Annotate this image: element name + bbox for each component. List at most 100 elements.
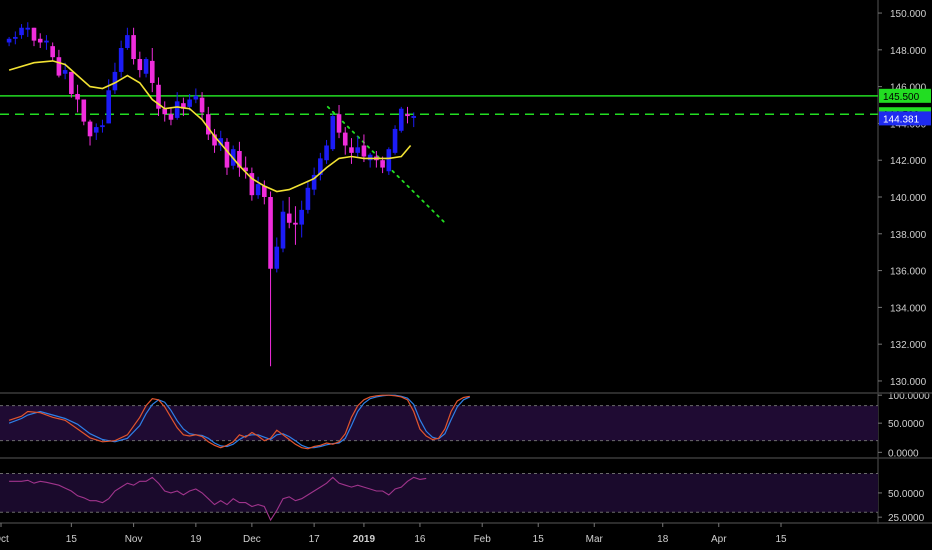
candle-body (206, 114, 211, 135)
candle-body (280, 211, 286, 249)
candle-body (262, 185, 267, 197)
candle-body (143, 59, 149, 74)
candle-body (336, 114, 342, 133)
moving-average (8, 60, 412, 193)
candle-body (125, 35, 130, 48)
time-tick-label: 18 (657, 534, 669, 545)
trendline (326, 105, 446, 224)
candle-body (349, 147, 354, 153)
candle-body (212, 134, 217, 146)
candle-body (380, 160, 385, 168)
candle-body (149, 60, 155, 83)
candle-body (75, 93, 80, 100)
candle-body (355, 147, 360, 153)
stochastic-band (0, 405, 878, 442)
price-tick-label: 132.000 (890, 340, 927, 351)
stochastic-tick-label: 100.0000 (888, 391, 930, 402)
candle-body (81, 99, 87, 122)
stochastic-k-line (8, 394, 470, 450)
time-tick-label: 16 (414, 534, 426, 545)
time-tick-label: Feb (474, 534, 492, 545)
candles (6, 22, 417, 367)
stochastic-tick-label: 0.0000 (888, 448, 919, 459)
candle-body (299, 209, 304, 225)
rsi-band-fill (0, 473, 878, 513)
candle-body (162, 108, 168, 115)
candle-body (100, 125, 105, 128)
candle-body (330, 116, 336, 150)
time-tick-label: 2019 (353, 534, 376, 545)
candle-body (93, 127, 99, 133)
last-price-badge (879, 111, 931, 126)
candle-body (392, 128, 398, 153)
stochastic-lines (8, 394, 471, 450)
price-tick-label: 138.000 (890, 230, 927, 241)
price-tick-label: 150.000 (890, 9, 927, 20)
candle-body (255, 184, 261, 196)
price-tick-label: 142.000 (890, 156, 927, 167)
rsi-pane[interactable]: 50.0000 25.0000 (0, 473, 925, 525)
candle-body (274, 246, 280, 269)
candle-body (87, 121, 93, 137)
candle-body (293, 222, 298, 225)
candle-body (118, 47, 124, 72)
rsi-line-path (9, 476, 427, 522)
candle-body (218, 138, 224, 146)
candle-body (156, 84, 161, 109)
candle-body (237, 151, 242, 168)
candle-body (249, 173, 255, 196)
candle-body (268, 197, 273, 269)
level-badge-label: 145.500 (883, 92, 920, 103)
rsi-tick-label: 25.0000 (888, 513, 925, 524)
candle-body (386, 149, 392, 172)
time-tick-label: 15 (66, 534, 78, 545)
stochastic-d-line (8, 394, 471, 449)
moving-average-line (8, 60, 412, 193)
candle-body (37, 38, 43, 43)
time-tick-label: Nov (125, 534, 143, 545)
candle-body (181, 103, 186, 109)
stochastic-tick-label: 50.0000 (888, 419, 925, 430)
stochastic-pane[interactable]: 100.0000 50.0000 0.0000 (0, 391, 930, 459)
candle-body (13, 36, 18, 39)
price-tick-label: 140.000 (890, 193, 927, 204)
time-tick-label: 17 (309, 534, 321, 545)
candle-body (367, 154, 373, 161)
candle-body (411, 116, 417, 118)
time-tick-label: 15 (775, 534, 787, 545)
time-tick-label: 19 (190, 534, 202, 545)
candle-body (69, 71, 74, 94)
candle-body (31, 27, 37, 41)
candle-body (224, 141, 230, 168)
time-axis: Oct 15 Nov 19 Dec 17 2019 16 Feb 15 Mar 18 Apr 15 (0, 523, 787, 545)
candle-body (25, 27, 31, 30)
candle-body (168, 114, 174, 120)
time-tick-label: 15 (533, 534, 545, 545)
candle-body (50, 46, 55, 58)
level-badge (879, 88, 931, 103)
rsi-line (9, 476, 427, 522)
candle-body (106, 90, 111, 124)
stochastic-band-fill (0, 405, 878, 441)
price-tick-label: 130.000 (890, 377, 927, 388)
time-tick-label: Dec (243, 534, 261, 545)
rsi-band (0, 473, 878, 513)
price-tick-label: 136.000 (890, 267, 927, 278)
candle-body (19, 27, 24, 36)
candle-body (112, 71, 118, 91)
candle-body (44, 40, 49, 43)
stochastic-axis: 100.0000 50.0000 0.0000 (878, 391, 930, 459)
candle-body (318, 158, 323, 175)
last-price-label: 144.381 (883, 114, 920, 125)
candle-body (187, 99, 192, 107)
price-tick-label: 148.000 (890, 46, 927, 57)
candle-body (398, 108, 404, 131)
candle-body (137, 59, 143, 71)
candle-body (193, 95, 199, 100)
price-pane[interactable]: 150.000148.000146.000144.000142.000140.0… (0, 0, 931, 524)
candle-body (324, 145, 329, 161)
candle-body (405, 114, 410, 117)
horizontal-levels (0, 95, 878, 115)
